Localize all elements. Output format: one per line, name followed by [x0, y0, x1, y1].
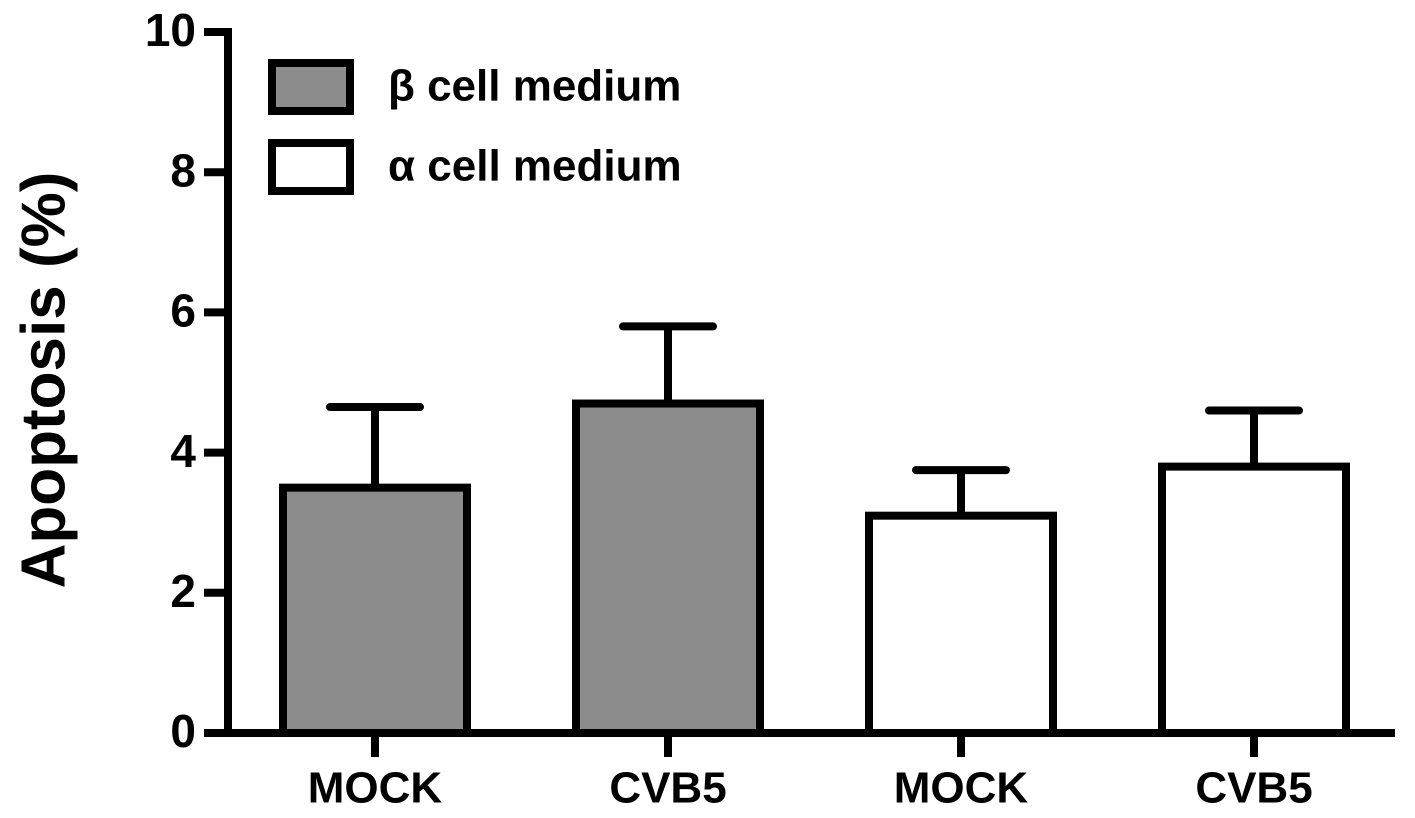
y-tick-label: 10	[145, 4, 196, 56]
y-tick-label: 2	[170, 565, 196, 617]
bar	[279, 483, 471, 737]
legend-swatch	[268, 59, 354, 115]
legend-label: β cell medium	[388, 62, 681, 111]
legend-label: α cell medium	[388, 142, 682, 191]
y-tick-label: 6	[170, 285, 196, 337]
x-tick-label: CVB5	[1195, 764, 1312, 813]
y-tick-label: 0	[170, 705, 196, 757]
bar	[572, 399, 764, 737]
bar	[865, 511, 1057, 737]
y-tick-label: 8	[170, 144, 196, 196]
y-axis-label: Apoptosis (%)	[9, 172, 78, 589]
x-tick-label: MOCK	[894, 764, 1029, 813]
x-tick-label: CVB5	[609, 764, 726, 813]
y-tick-label: 4	[170, 425, 196, 477]
x-tick-label: MOCK	[308, 764, 443, 813]
bar	[1158, 462, 1350, 737]
legend-swatch	[268, 139, 354, 195]
